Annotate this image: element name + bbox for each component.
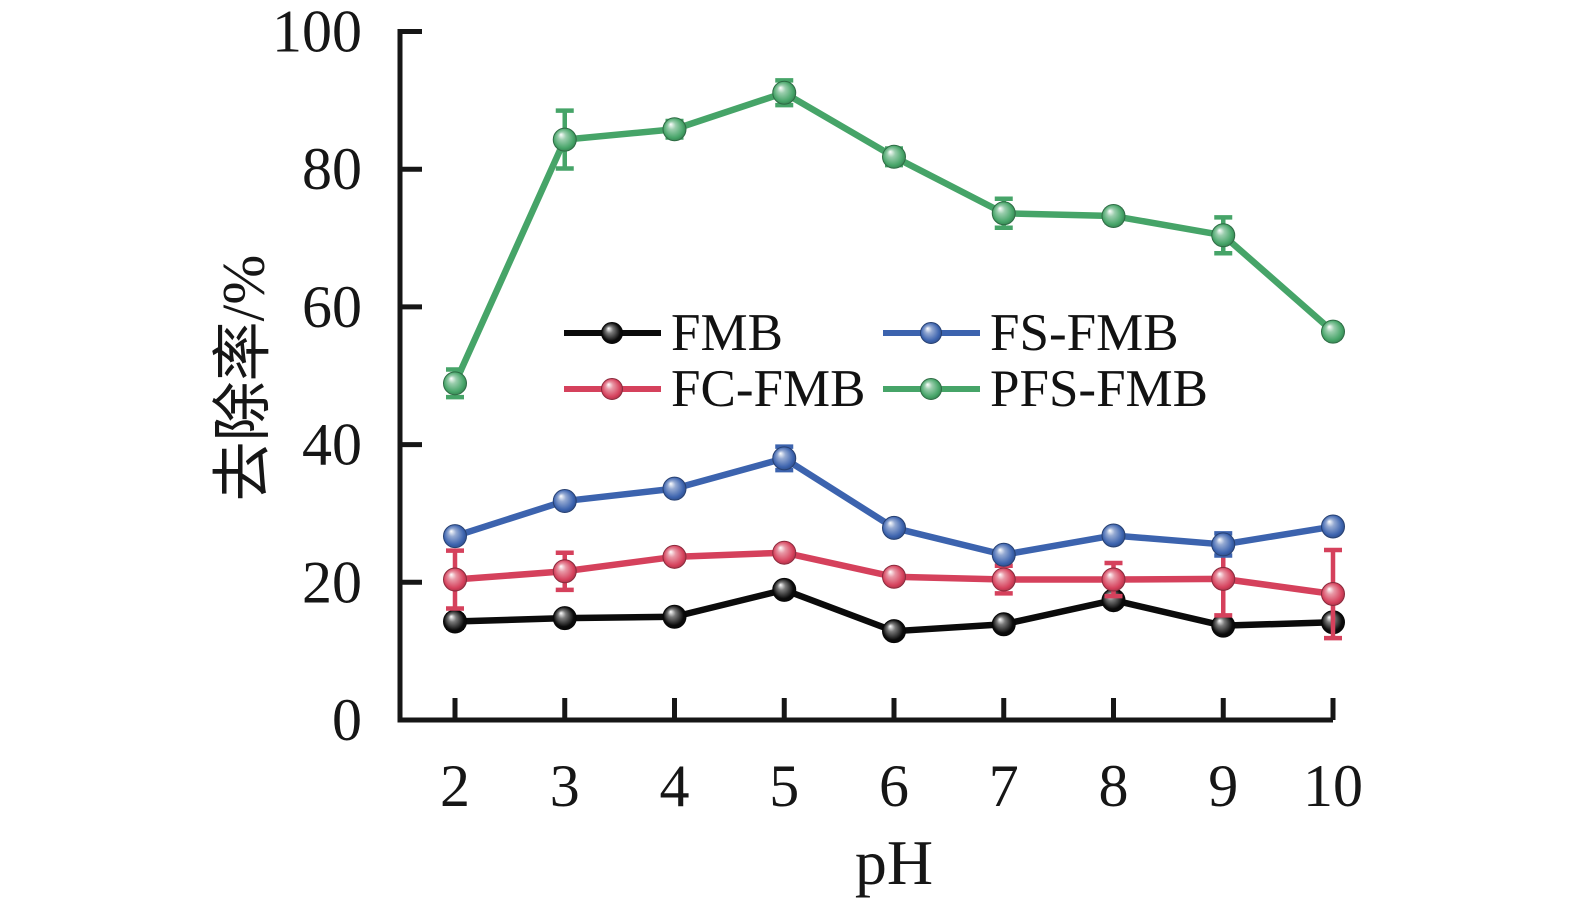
data-point-FMB-pH9 (1211, 613, 1236, 638)
x-tick-label-6: 6 (879, 753, 909, 819)
x-tick-label-4: 4 (660, 753, 690, 819)
legend-marker-fmb-icon (563, 319, 663, 347)
data-point-FS-FMB-pH8 (1101, 523, 1126, 548)
data-point-FMB-pH2 (443, 609, 467, 634)
y-tick-label-0: 0 (332, 687, 362, 753)
x-axis-title: pH (854, 827, 934, 898)
x-tick-label-10: 10 (1303, 753, 1363, 819)
y-tick-label-20: 20 (302, 549, 362, 615)
legend-label-fs-fmb: FS-FMB (990, 303, 1179, 362)
data-point-FC-FMB-pH7 (991, 567, 1016, 592)
x-tick-label-9: 9 (1208, 753, 1238, 819)
legend-entry-fmb: FMB (563, 303, 882, 362)
legend: FMB FS-FMB FC-FMB PFS-FMB (563, 305, 1208, 417)
data-point-FMB-pH4 (662, 604, 687, 629)
data-point-FC-FMB-pH5 (772, 540, 797, 565)
data-point-FC-FMB-pH9 (1211, 566, 1236, 591)
data-point-FC-FMB-pH8 (1101, 567, 1126, 592)
series-PFS-FMB (443, 78, 1345, 400)
data-point-PFS-FMB-pH4 (662, 117, 687, 142)
data-point-FS-FMB-pH9 (1211, 532, 1236, 557)
data-point-FC-FMB-pH10 (1321, 582, 1345, 607)
legend-label-pfs-fmb: PFS-FMB (990, 359, 1209, 418)
data-point-PFS-FMB-pH3 (552, 127, 577, 152)
y-tick-label-60: 60 (302, 274, 362, 340)
y-axis-title: 去除率/% (210, 254, 277, 502)
data-point-PFS-FMB-pH5 (772, 80, 797, 105)
series-line-FS-FMB (451, 455, 1337, 559)
legend-entry-fs-fmb: FS-FMB (882, 303, 1208, 362)
y-tick-label-100: 100 (272, 0, 362, 65)
data-point-PFS-FMB-pH10 (1321, 319, 1345, 344)
series-FMB (443, 577, 1345, 644)
data-point-FMB-pH5 (772, 577, 797, 602)
legend-marker-fs-fmb-icon (882, 319, 982, 347)
data-point-PFS-FMB-pH7 (991, 201, 1016, 226)
data-point-FC-FMB-pH3 (552, 559, 577, 584)
data-point-FS-FMB-pH3 (552, 489, 577, 514)
data-point-FMB-pH7 (991, 612, 1016, 637)
data-point-FS-FMB-pH5 (772, 446, 797, 471)
x-tick-label-8: 8 (1099, 753, 1129, 819)
data-point-FMB-pH6 (882, 619, 906, 644)
data-point-FS-FMB-pH7 (991, 542, 1016, 567)
legend-marker-pfs-fmb-icon (882, 375, 982, 403)
y-tick-label-80: 80 (302, 136, 362, 202)
data-point-PFS-FMB-pH8 (1101, 204, 1126, 229)
data-point-FS-FMB-pH4 (662, 476, 687, 501)
data-point-PFS-FMB-pH9 (1211, 223, 1236, 248)
legend-entry-fc-fmb: FC-FMB (563, 359, 882, 418)
series-FC-FMB (443, 540, 1345, 641)
legend-entry-pfs-fmb: PFS-FMB (882, 359, 1209, 418)
data-point-FMB-pH3 (552, 606, 577, 631)
data-point-FC-FMB-pH6 (882, 564, 906, 589)
x-tick-label-3: 3 (550, 753, 580, 819)
y-tick-label-40: 40 (302, 412, 362, 478)
data-point-FC-FMB-pH4 (662, 544, 687, 569)
data-point-FS-FMB-pH2 (443, 524, 467, 549)
data-point-FC-FMB-pH2 (443, 567, 467, 592)
legend-marker-fc-fmb-icon (563, 375, 663, 403)
legend-label-fmb: FMB (671, 303, 783, 362)
x-tick-label-7: 7 (989, 753, 1019, 819)
data-point-PFS-FMB-pH2 (443, 371, 467, 396)
series-FS-FMB (443, 444, 1345, 567)
x-tick-label-5: 5 (769, 753, 799, 819)
data-point-FS-FMB-pH6 (882, 515, 906, 540)
legend-label-fc-fmb: FC-FMB (671, 359, 866, 418)
data-point-FS-FMB-pH10 (1321, 514, 1345, 539)
x-tick-label-2: 2 (440, 753, 470, 819)
data-point-PFS-FMB-pH6 (882, 144, 906, 169)
